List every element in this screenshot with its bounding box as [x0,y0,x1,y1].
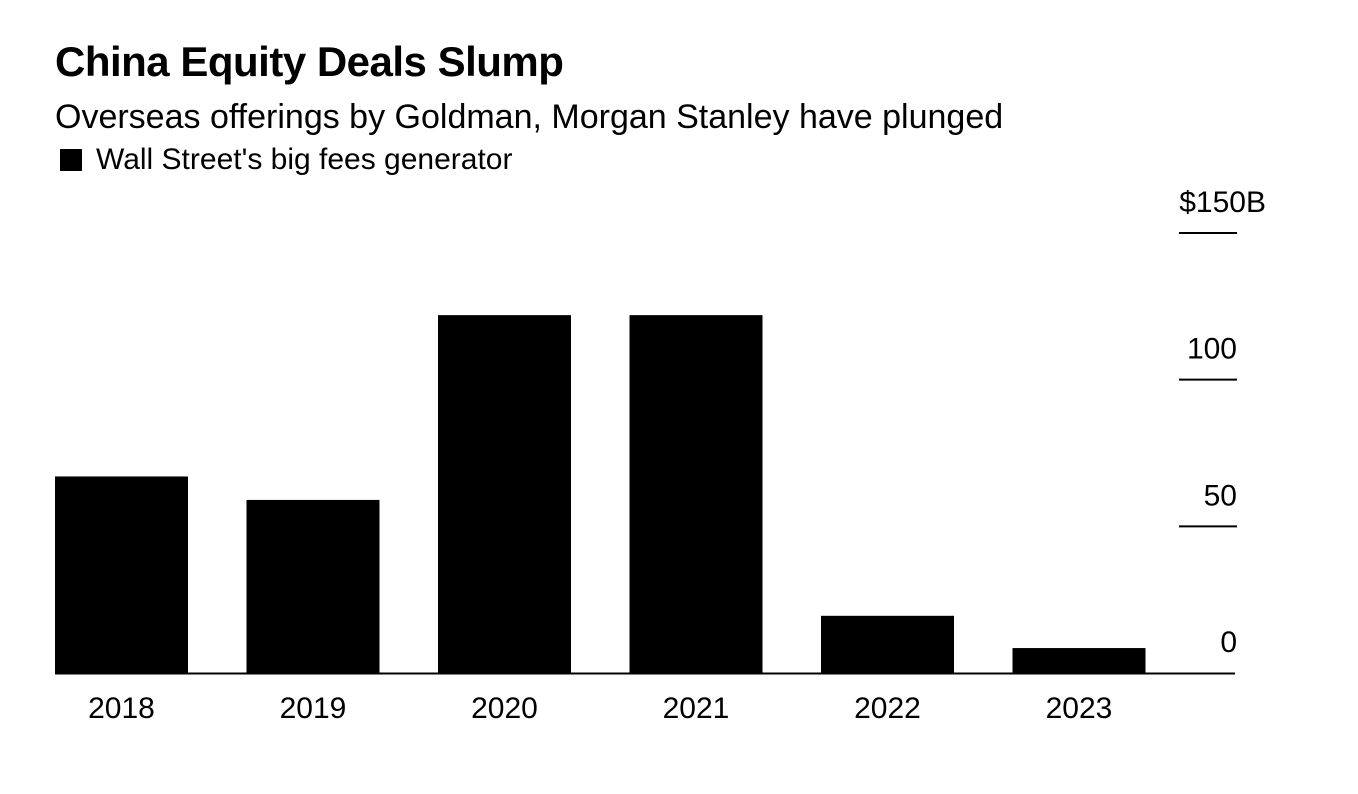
chart-subtitle: Overseas offerings by Goldman, Morgan St… [55,98,1004,136]
bar-2023 [1012,648,1146,673]
x-tick-label-2020: 2020 [471,692,538,725]
bars-group [55,315,1146,673]
y-tick-label-150: $150B [1179,186,1266,219]
legend-swatch [60,149,82,171]
legend: Wall Street's big fees generator [60,142,512,178]
x-tick-label-2023: 2023 [1046,692,1113,725]
x-tick-label-2021: 2021 [663,692,730,725]
bar-2018 [55,476,188,673]
x-axis-tick-labels: 2018 2019 2020 2021 2022 2023 [88,692,1112,725]
bar-2022 [821,615,954,673]
x-tick-label-2022: 2022 [854,692,921,725]
bar-2019 [246,499,380,673]
legend-label: Wall Street's big fees generator [96,143,513,176]
y-tick-label-50: 50 [1204,479,1237,512]
y-tick-label-0: 0 [1220,626,1237,659]
x-tick-label-2018: 2018 [88,692,155,725]
bar-2020 [438,315,571,673]
y-axis: 0 50 100 $150B [55,186,1266,675]
bar-2021 [629,315,763,673]
chart-title: China Equity Deals Slump [55,38,564,85]
y-tick-label-100: 100 [1187,333,1237,366]
x-tick-label-2019: 2019 [280,692,347,725]
